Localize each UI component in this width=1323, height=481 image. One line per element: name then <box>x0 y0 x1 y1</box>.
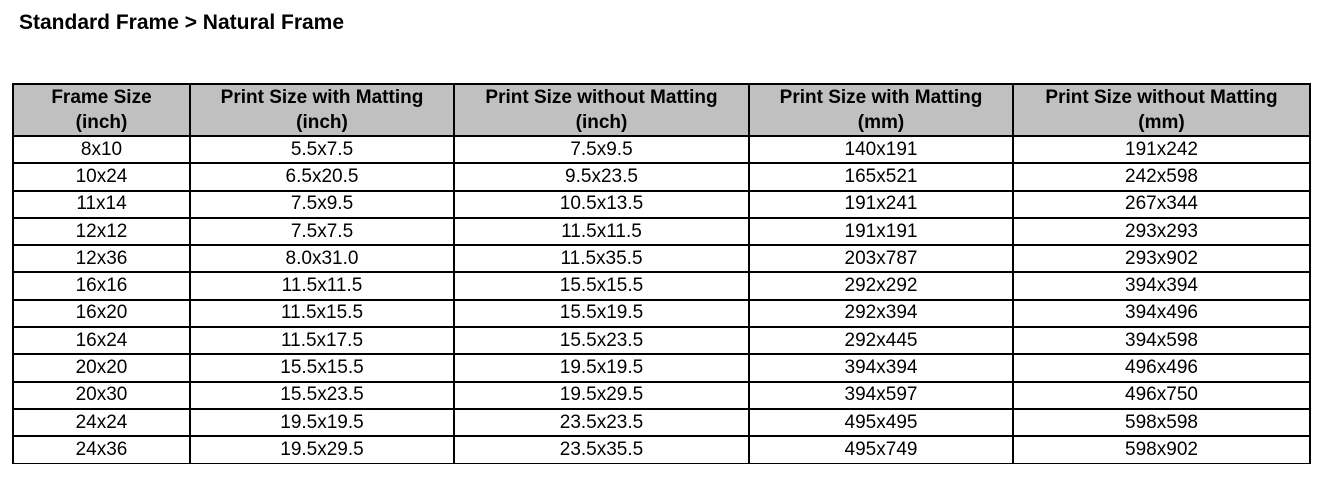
table-cell: 11.5x11.5 <box>189 271 455 301</box>
table-cell: 11.5x17.5 <box>189 326 455 356</box>
table-cell: 15.5x15.5 <box>189 353 455 383</box>
table-cell: 292x292 <box>748 271 1014 301</box>
table-cell: 19.5x29.5 <box>453 380 750 410</box>
frame-size-table: Frame Size (inch) Print Size with Matting (… <box>12 83 1311 464</box>
table-row: 16x20 11.5x15.5 15.5x19.5 292x394 394x496 <box>12 298 1311 329</box>
header-unit: (inch) <box>296 112 348 133</box>
table-cell: 20x30 <box>12 380 191 410</box>
table-row: 24x24 19.5x19.5 23.5x23.5 495x495 598x598 <box>12 407 1311 438</box>
column-header: Print Size with Matting (inch) <box>189 83 455 137</box>
table-cell: 8.0x31.0 <box>189 244 455 274</box>
table-cell: 495x749 <box>748 435 1014 464</box>
table-cell: 191x241 <box>748 189 1014 219</box>
table-cell: 5.5x7.5 <box>189 134 455 165</box>
table-cell: 293x293 <box>1012 216 1311 247</box>
column-header: Print Size without Matting (inch) <box>453 83 750 137</box>
table-cell: 7.5x7.5 <box>189 216 455 247</box>
table-cell: 496x750 <box>1012 380 1311 410</box>
table-cell: 10x24 <box>12 162 191 192</box>
table-cell: 16x20 <box>12 298 191 329</box>
table-row: 20x30 15.5x23.5 19.5x29.5 394x597 496x750 <box>12 380 1311 410</box>
table-cell: 11x14 <box>12 189 191 219</box>
table-cell: 20x20 <box>12 353 191 383</box>
table-row: 24x36 19.5x29.5 23.5x35.5 495x749 598x902 <box>12 435 1311 464</box>
table-cell: 292x445 <box>748 326 1014 356</box>
header-unit: (inch) <box>75 112 128 133</box>
table-cell: 16x16 <box>12 271 191 301</box>
table-cell: 10.5x13.5 <box>453 189 750 219</box>
table-cell: 191x242 <box>1012 134 1311 165</box>
table-cell: 598x598 <box>1012 407 1311 438</box>
table-cell: 394x496 <box>1012 298 1311 329</box>
table-cell: 293x902 <box>1012 244 1311 274</box>
table-cell: 19.5x19.5 <box>453 353 750 383</box>
table-cell: 394x597 <box>748 380 1014 410</box>
table-cell: 24x24 <box>12 407 191 438</box>
header-label: Print Size with Matting <box>779 87 983 108</box>
page-title: Standard Frame > Natural Frame <box>19 11 345 34</box>
table-cell: 140x191 <box>748 134 1014 165</box>
table-cell: 292x394 <box>748 298 1014 329</box>
table-row: 16x16 11.5x11.5 15.5x15.5 292x292 394x394 <box>12 271 1311 301</box>
table-cell: 165x521 <box>748 162 1014 192</box>
table-cell: 15.5x19.5 <box>453 298 750 329</box>
table-row: 11x14 7.5x9.5 10.5x13.5 191x241 267x344 <box>12 189 1311 219</box>
header-row: Frame Size (inch) Print Size with Matting (… <box>12 83 1311 137</box>
table-cell: 495x495 <box>748 407 1014 438</box>
table-row: 10x24 6.5x20.5 9.5x23.5 165x521 242x598 <box>12 162 1311 192</box>
table-cell: 11.5x15.5 <box>189 298 455 329</box>
header-unit: (mm) <box>857 112 905 133</box>
table-cell: 191x191 <box>748 216 1014 247</box>
table-cell: 12x12 <box>12 216 191 247</box>
column-header: Print Size without Matting (mm) <box>1012 83 1311 137</box>
table-cell: 598x902 <box>1012 435 1311 464</box>
table-cell: 6.5x20.5 <box>189 162 455 192</box>
table-cell: 8x10 <box>12 134 191 165</box>
table-cell: 15.5x15.5 <box>453 271 750 301</box>
header-unit: (mm) <box>1138 112 1185 133</box>
header-label: Print Size without Matting <box>485 87 718 108</box>
table-row: 20x20 15.5x15.5 19.5x19.5 394x394 496x496 <box>12 353 1311 383</box>
table-cell: 19.5x19.5 <box>189 407 455 438</box>
table-cell: 11.5x11.5 <box>453 216 750 247</box>
table-cell: 496x496 <box>1012 353 1311 383</box>
header-label: Print Size with Matting <box>220 87 424 108</box>
table-cell: 9.5x23.5 <box>453 162 750 192</box>
table-cell: 242x598 <box>1012 162 1311 192</box>
table-cell: 12x36 <box>12 244 191 274</box>
table-cell: 15.5x23.5 <box>189 380 455 410</box>
table-cell: 203x787 <box>748 244 1014 274</box>
table-cell: 267x344 <box>1012 189 1311 219</box>
table-cell: 7.5x9.5 <box>453 134 750 165</box>
table-row: 12x36 8.0x31.0 11.5x35.5 203x787 293x902 <box>12 244 1311 274</box>
table-cell: 23.5x23.5 <box>453 407 750 438</box>
table-cell: 394x394 <box>1012 271 1311 301</box>
table-row: 8x10 5.5x7.5 7.5x9.5 140x191 191x242 <box>12 134 1311 165</box>
table-cell: 23.5x35.5 <box>453 435 750 464</box>
header-label: Frame Size <box>51 87 152 108</box>
table-cell: 11.5x35.5 <box>453 244 750 274</box>
table-cell: 7.5x9.5 <box>189 189 455 219</box>
header-unit: (inch) <box>575 112 628 133</box>
table-row: 12x12 7.5x7.5 11.5x11.5 191x191 293x293 <box>12 216 1311 247</box>
column-header: Print Size with Matting (mm) <box>748 83 1014 137</box>
column-header: Frame Size (inch) <box>12 83 191 137</box>
table-cell: 15.5x23.5 <box>453 326 750 356</box>
table-cell: 19.5x29.5 <box>189 435 455 464</box>
table-row: 16x24 11.5x17.5 15.5x23.5 292x445 394x598 <box>12 326 1311 356</box>
table-cell: 16x24 <box>12 326 191 356</box>
table-cell: 394x394 <box>748 353 1014 383</box>
table-cell: 394x598 <box>1012 326 1311 356</box>
table-cell: 24x36 <box>12 435 191 464</box>
header-label: Print Size without Matting <box>1045 87 1278 108</box>
